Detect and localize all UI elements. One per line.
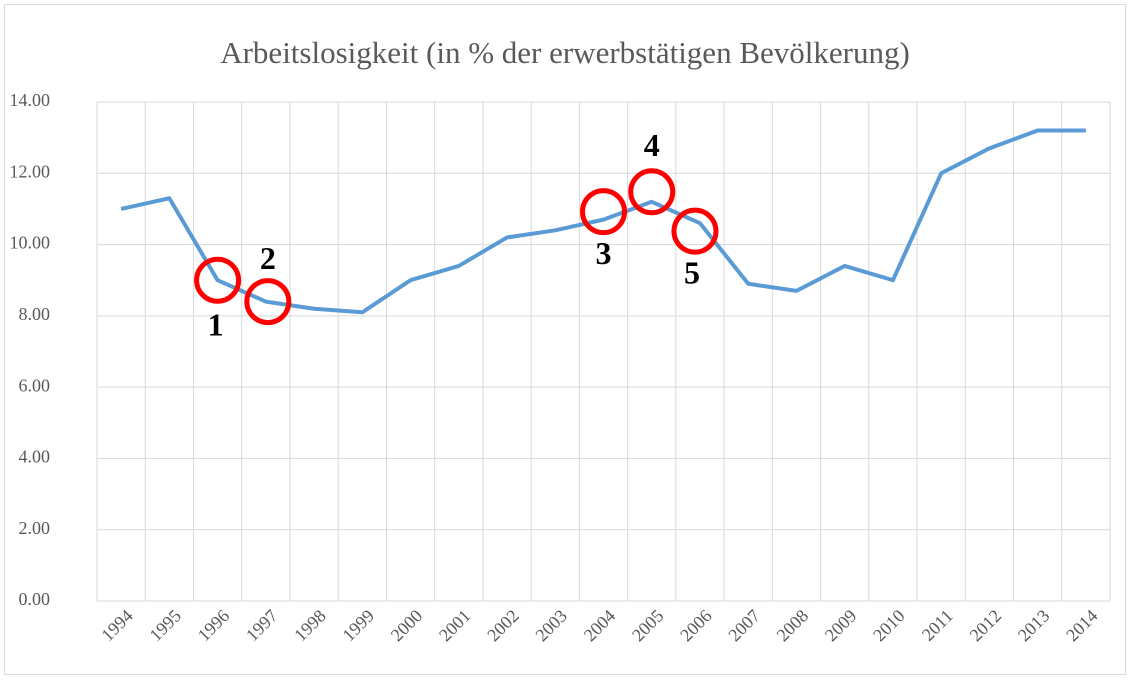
annotation-circle: [628, 168, 676, 216]
annotation-label: 5: [684, 255, 700, 291]
annotation-circle: [244, 278, 292, 326]
annotation-label: 3: [596, 235, 612, 271]
chart-title: Arbeitslosigkeit (in % der erwerbstätige…: [220, 35, 910, 70]
y-tick-label: 0.00: [19, 589, 51, 609]
annotation-label: 4: [644, 127, 660, 163]
y-tick-label: 4.00: [19, 447, 51, 467]
annotation-circle: [580, 188, 627, 236]
y-tick-label: 2.00: [19, 518, 51, 538]
y-tick-label: 14.00: [10, 90, 51, 110]
annotation-circle: [671, 207, 719, 255]
annotation-circle: [194, 256, 242, 304]
y-tick-label: 6.00: [19, 375, 51, 395]
chart-border: [4, 4, 1126, 675]
y-tick-label: 10.00: [10, 233, 51, 253]
line-series: [120, 128, 1086, 315]
annotation-label: 2: [260, 240, 276, 276]
y-tick-label: 12.00: [10, 161, 51, 181]
annotation-label: 1: [208, 307, 224, 343]
y-tick-label: 8.00: [19, 304, 51, 324]
